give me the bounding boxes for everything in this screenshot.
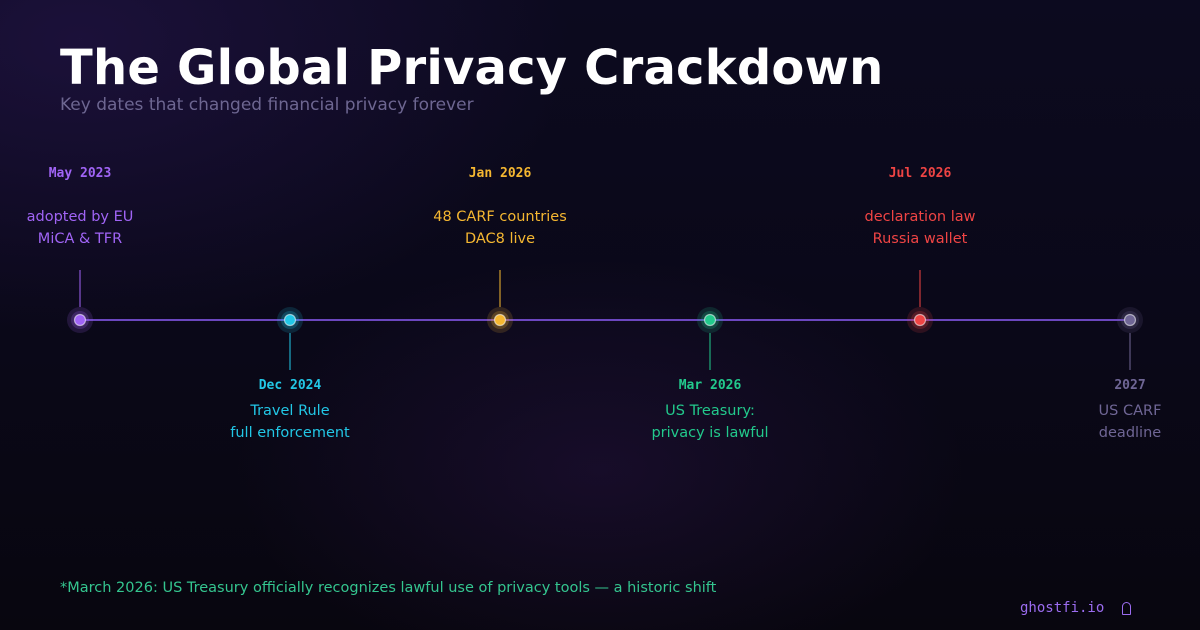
event-description: adopted by EU MiCA & TFR xyxy=(27,206,134,250)
event-description-line: adopted by EU xyxy=(26,209,134,225)
event-description-line: DAC8 live xyxy=(464,231,536,247)
event-marker xyxy=(703,313,717,327)
timeline-markers xyxy=(67,270,1143,370)
brand-link[interactable]: ghostfi.io xyxy=(1020,600,1105,616)
event-date: Dec 2024 xyxy=(258,378,322,393)
event-marker xyxy=(73,313,87,327)
event-description-line: privacy is lawful xyxy=(651,425,769,441)
page-subtitle: Key dates that changed financial privacy… xyxy=(60,95,474,115)
footnote: *March 2026: US Treasury officially reco… xyxy=(60,580,717,596)
event-marker xyxy=(1123,313,1137,327)
event-marker xyxy=(283,313,297,327)
event-date: Mar 2026 xyxy=(678,378,742,393)
page-title: The Global Privacy Crackdown xyxy=(60,40,884,96)
ghost-icon xyxy=(1122,602,1131,615)
event-description-line: MiCA & TFR xyxy=(37,231,123,247)
event-description-line: Russia wallet xyxy=(872,231,968,247)
event-description-line: deadline xyxy=(1098,425,1162,441)
event-description-line: Travel Rule xyxy=(250,403,330,419)
event-description: US Treasury: privacy is lawful xyxy=(651,400,768,444)
event-description: Travel Rule full enforcement xyxy=(230,400,350,444)
event-date: Jan 2026 xyxy=(468,166,532,181)
event-description-line: full enforcement xyxy=(230,425,350,441)
event-date: May 2023 xyxy=(48,166,112,181)
event-description: US CARF deadline xyxy=(1099,400,1162,444)
event-date: 2027 xyxy=(1114,378,1146,393)
event-marker xyxy=(493,313,507,327)
event-description-line: declaration law xyxy=(864,209,976,225)
event-description: 48 CARF countries DAC8 live xyxy=(433,206,567,250)
event-marker xyxy=(913,313,927,327)
event-description-line: US CARF xyxy=(1098,403,1162,419)
event-description: declaration law Russia wallet xyxy=(864,206,975,250)
event-description-line: US Treasury: xyxy=(665,403,755,419)
event-date: Jul 2026 xyxy=(888,166,952,181)
event-description-line: 48 CARF countries xyxy=(433,209,567,225)
